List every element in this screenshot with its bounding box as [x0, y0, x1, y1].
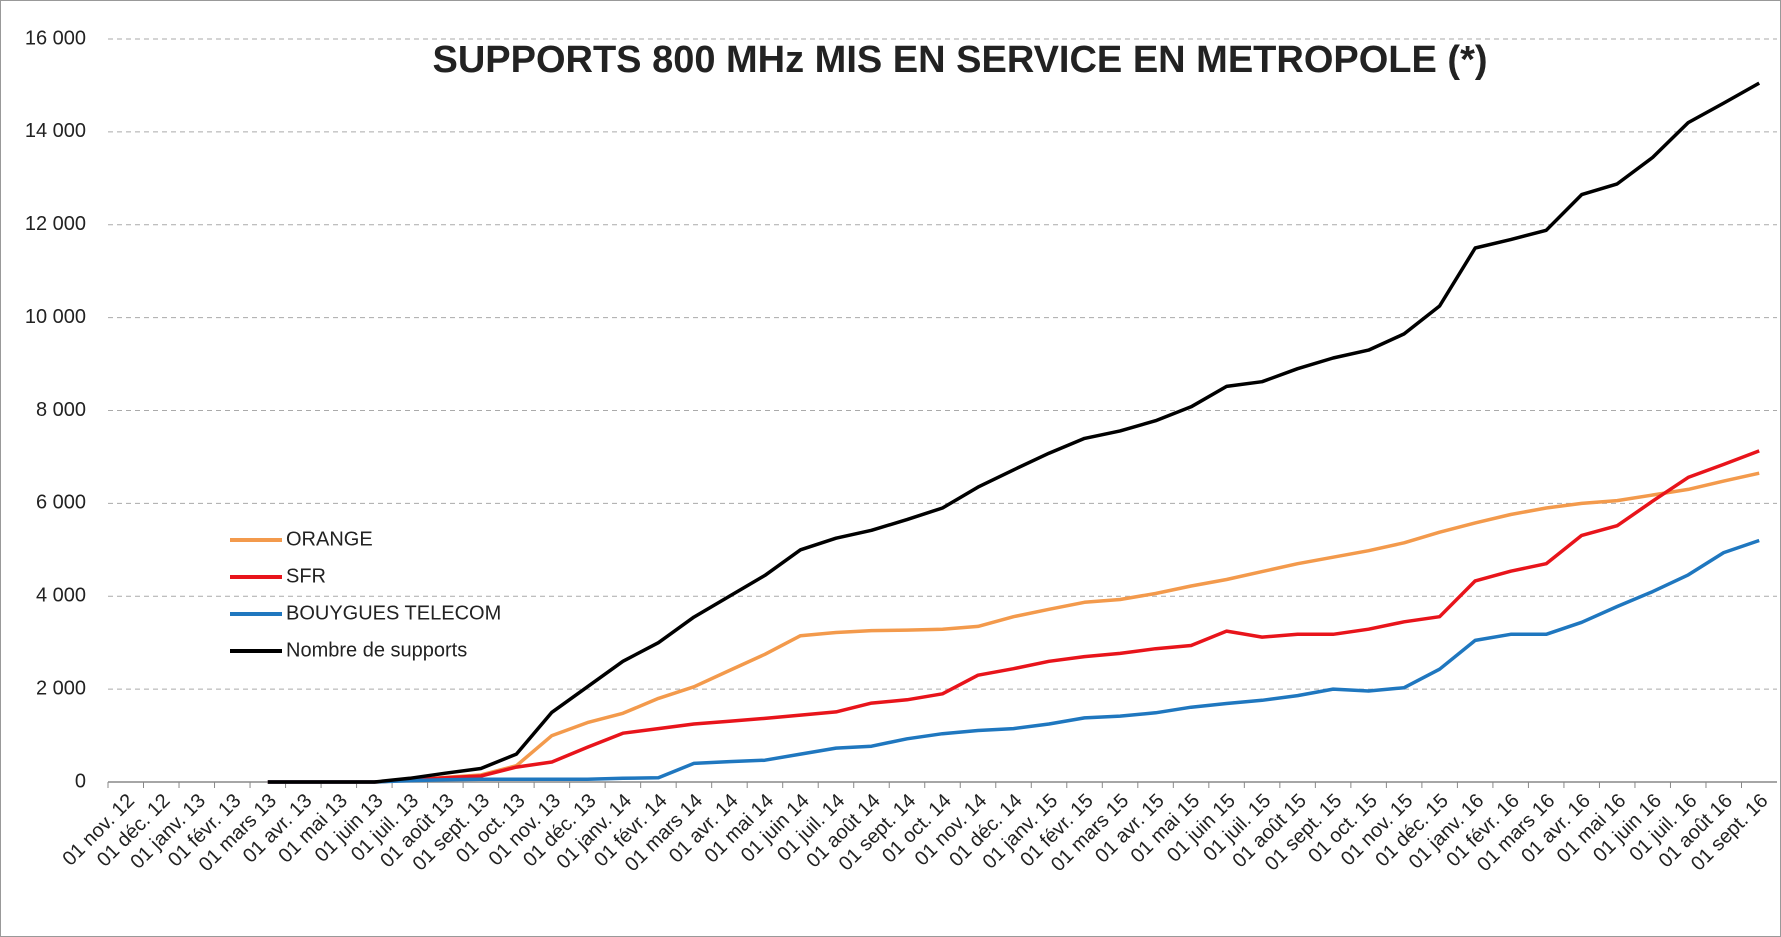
line-series [267, 81, 1761, 784]
line-series [267, 449, 1760, 784]
y-tick-label: 14 000 [25, 120, 86, 142]
y-tick-label: 0 [75, 770, 86, 792]
y-tick-label: 4 000 [36, 585, 86, 607]
legend-label: SFR [286, 565, 326, 587]
legend-label: Nombre de supports [286, 639, 467, 661]
legend-label: BOUYGUES TELECOM [286, 602, 501, 624]
y-tick-label: 12 000 [25, 213, 86, 235]
y-tick-label: 6 000 [36, 492, 86, 514]
y-tick-label: 16 000 [25, 27, 86, 49]
line-series [267, 538, 1760, 784]
y-tick-label: 10 000 [25, 306, 86, 328]
legend-label: ORANGE [286, 528, 373, 550]
y-tick-label: 8 000 [36, 399, 86, 421]
chart-title: SUPPORTS 800 MHz MIS EN SERVICE EN METRO… [432, 39, 1487, 81]
y-tick-label: 2 000 [36, 677, 86, 699]
